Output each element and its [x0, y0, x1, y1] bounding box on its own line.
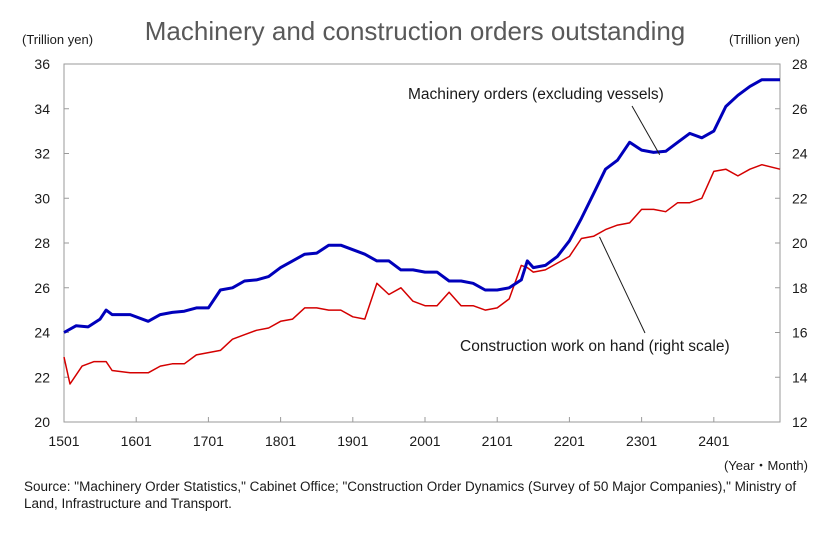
left-tick-label: 24 — [34, 325, 50, 341]
x-tick-label: 1501 — [48, 433, 79, 449]
right-tick-label: 26 — [792, 101, 808, 117]
left-tick-label: 28 — [34, 235, 50, 251]
annotation-construction: Construction work on hand (right scale) — [460, 338, 730, 355]
x-axis-unit: (Year・Month) — [724, 458, 808, 473]
left-tick-label: 30 — [34, 190, 50, 206]
left-axis-ticks: 20 22 24 26 28 30 32 34 36 — [34, 56, 69, 430]
right-tick-label: 22 — [792, 190, 808, 206]
x-tick-label: 1801 — [265, 433, 296, 449]
annotation-machinery: Machinery orders (excluding vessels) — [408, 86, 664, 103]
annotation-leader-machinery — [631, 105, 661, 156]
right-tick-label: 12 — [792, 414, 808, 430]
series-line-machinery — [63, 78, 780, 334]
left-tick-label: 20 — [34, 414, 50, 430]
series-line-construction — [63, 163, 781, 385]
annotation-leader-construction — [599, 236, 646, 334]
right-axis-unit: (Trillion yen) — [729, 32, 800, 47]
left-tick-label: 32 — [34, 146, 50, 162]
left-tick-label: 26 — [34, 280, 50, 296]
x-axis-ticks: 1501 1601 1701 1801 1901 2001 2101 2201 2301 2401 — [48, 417, 730, 449]
right-axis-ticks: 12 14 16 18 20 22 24 26 28 — [775, 56, 808, 430]
source-note: Source: "Machinery Order Statistics," Ca… — [24, 479, 797, 511]
left-tick-label: 36 — [34, 56, 50, 72]
x-tick-label: 2201 — [554, 433, 585, 449]
right-tick-label: 14 — [792, 369, 808, 385]
right-tick-label: 18 — [792, 280, 808, 296]
x-tick-label: 1601 — [121, 433, 152, 449]
x-tick-label: 2101 — [482, 433, 513, 449]
left-tick-label: 34 — [34, 101, 50, 117]
left-tick-label: 22 — [34, 369, 50, 385]
right-tick-label: 16 — [792, 325, 808, 341]
left-axis-unit: (Trillion yen) — [22, 32, 93, 47]
x-tick-label: 1701 — [193, 433, 224, 449]
x-tick-label: 2301 — [626, 433, 657, 449]
x-tick-label: 2401 — [698, 433, 729, 449]
x-tick-label: 2001 — [409, 433, 440, 449]
plot-area-frame — [63, 63, 781, 423]
line-chart: Machinery and construction orders outsta… — [22, 16, 808, 473]
right-tick-label: 28 — [792, 56, 808, 72]
right-tick-label: 24 — [792, 146, 808, 162]
chart-title: Machinery and construction orders outsta… — [145, 16, 686, 46]
x-tick-label: 1901 — [337, 433, 368, 449]
right-tick-label: 20 — [792, 235, 808, 251]
